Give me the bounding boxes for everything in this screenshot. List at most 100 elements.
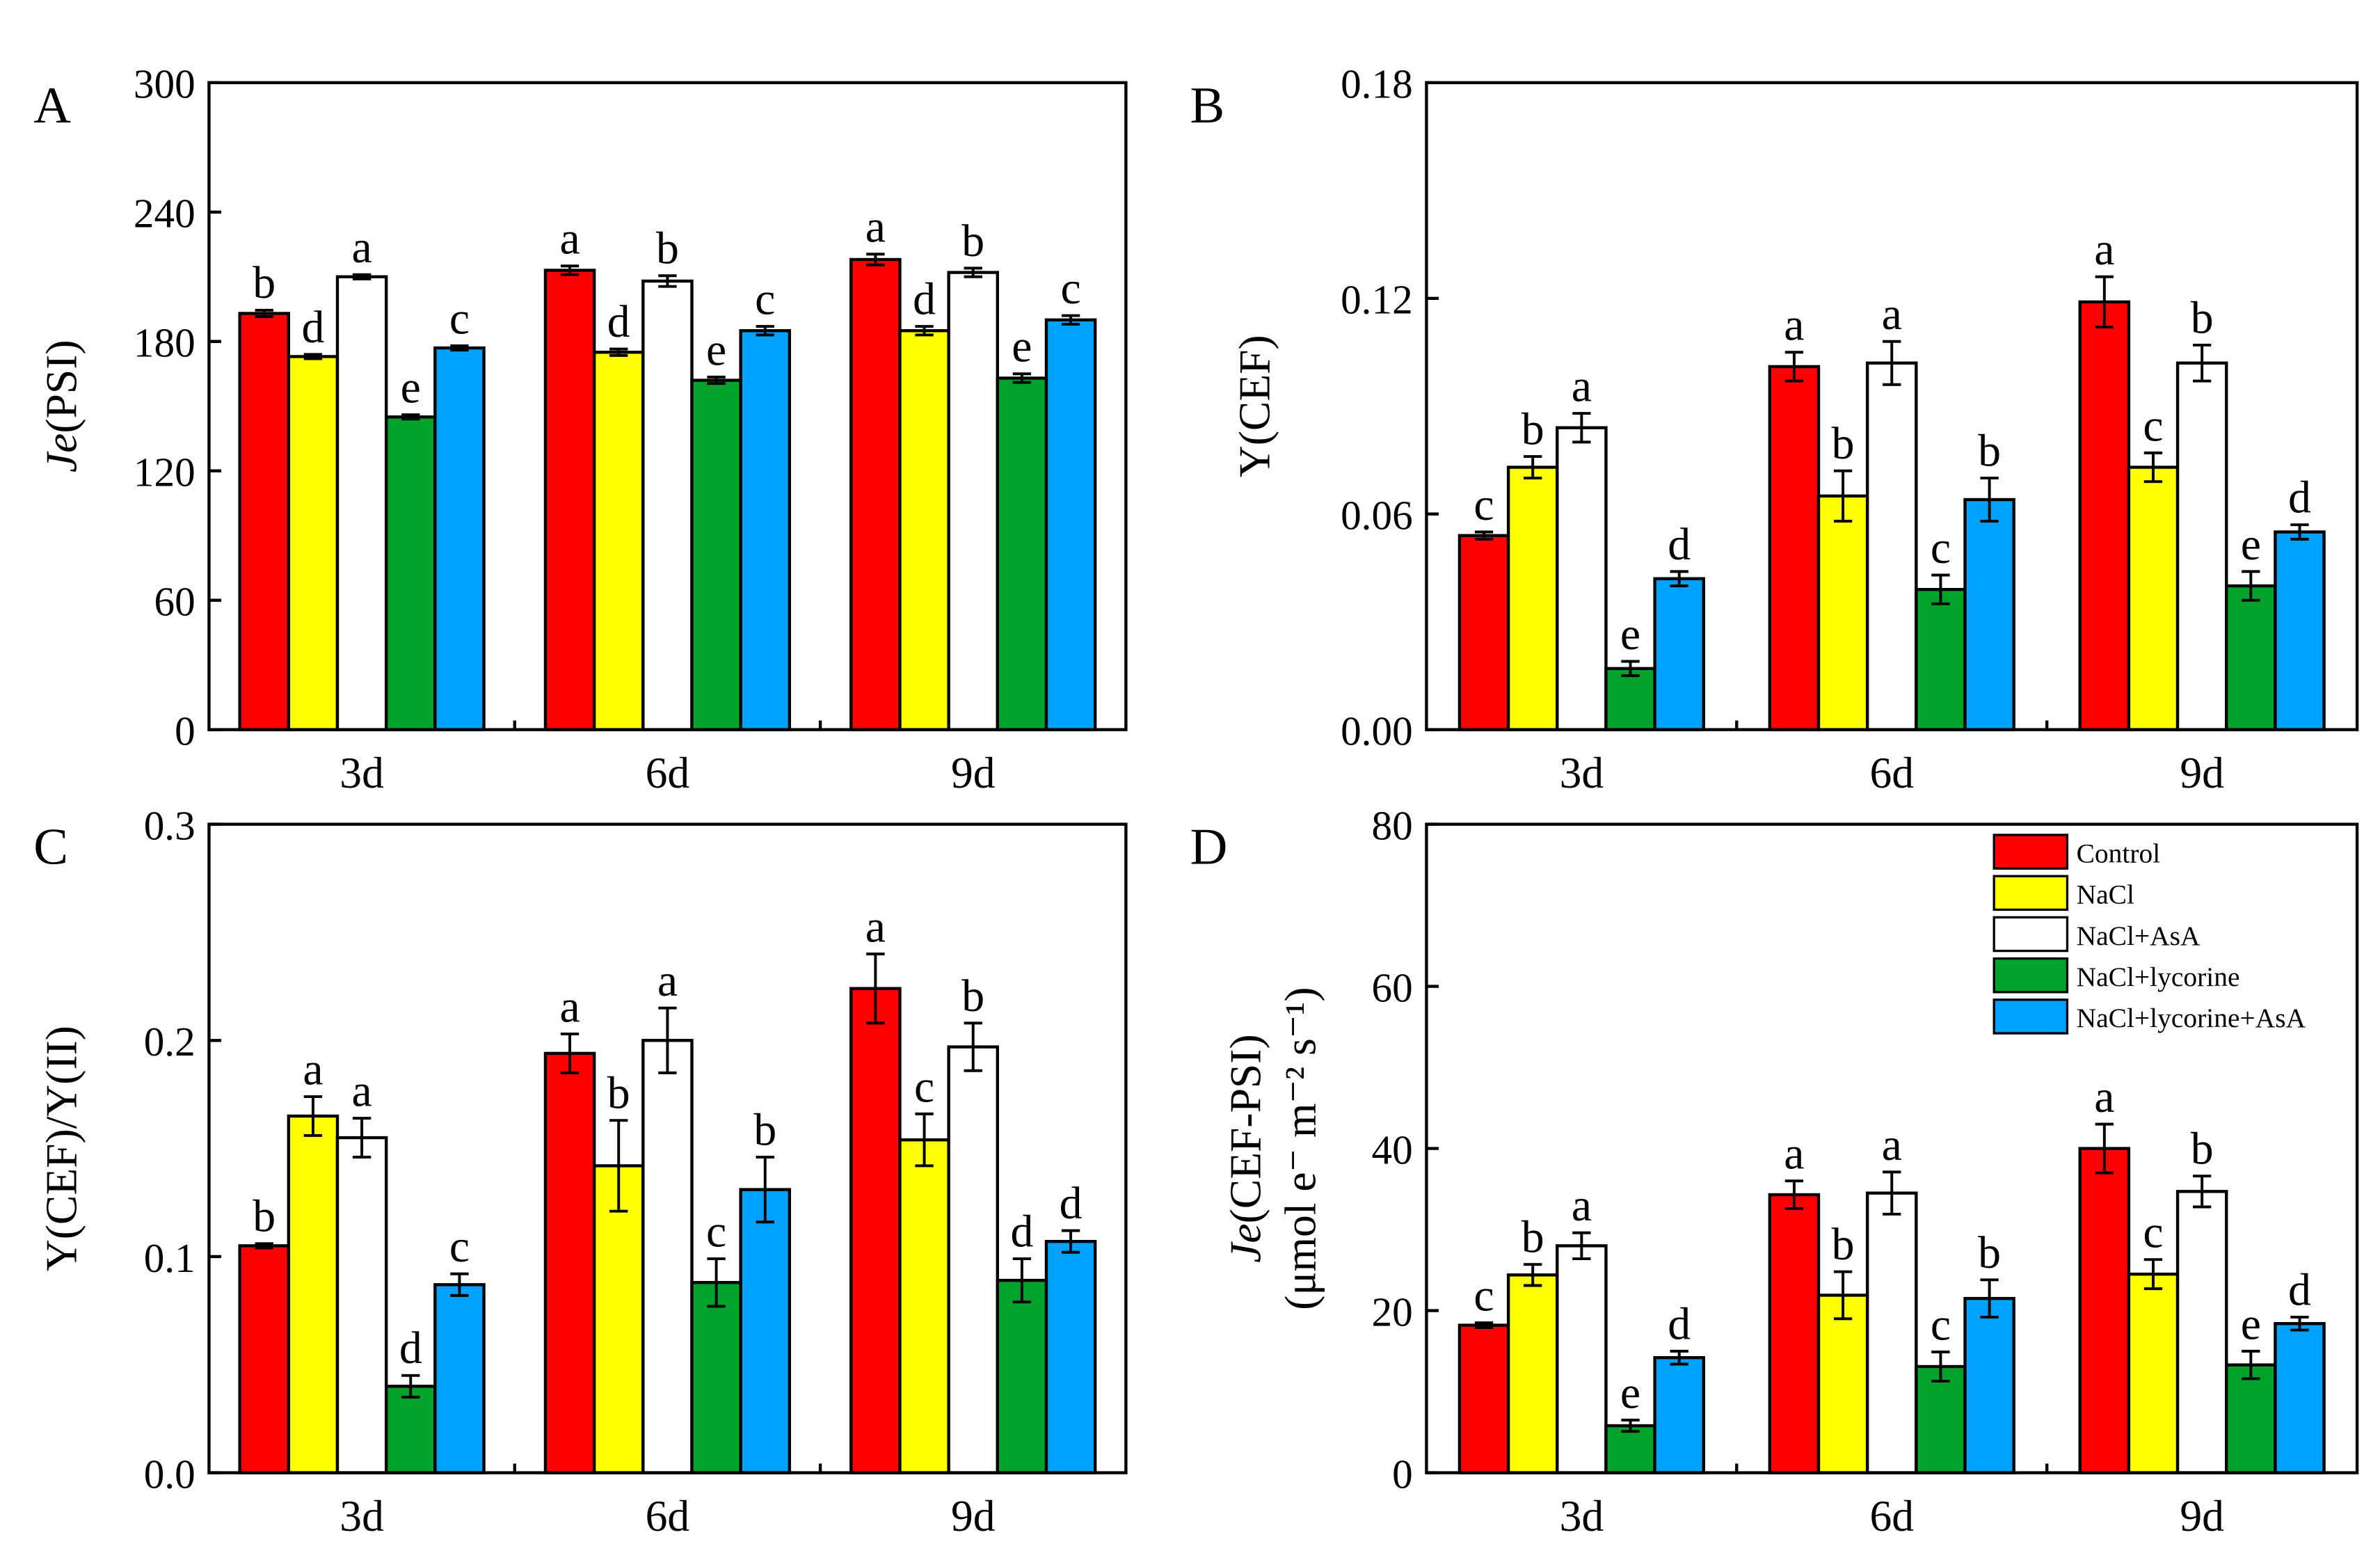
legend-swatch bbox=[1992, 875, 2069, 912]
bar bbox=[2225, 584, 2277, 731]
legend-swatch bbox=[1992, 916, 2069, 953]
bar bbox=[690, 379, 742, 731]
bar bbox=[592, 351, 645, 731]
significance-letter: a bbox=[2094, 224, 2114, 275]
significance-letter: e bbox=[2241, 519, 2261, 570]
legend-swatch bbox=[1992, 998, 2069, 1035]
significance-letter: c bbox=[1931, 523, 1951, 573]
y-label-text: Y(CEF)/Y(II) bbox=[37, 1026, 86, 1271]
bar bbox=[690, 1281, 742, 1474]
significance-letter: c bbox=[1473, 1271, 1494, 1321]
bar bbox=[641, 279, 694, 731]
significance-letter: b bbox=[2191, 292, 2214, 343]
significance-letter: b bbox=[253, 1191, 275, 1242]
bar bbox=[1865, 361, 1918, 731]
legend-label: NaCl+AsA bbox=[2077, 921, 2201, 951]
bar bbox=[1044, 318, 1097, 731]
x-tick-label: 3d bbox=[340, 1491, 384, 1541]
significance-letter: c bbox=[1473, 479, 1494, 530]
y-axis-label: Y(CEF)/Y(II) bbox=[37, 1026, 86, 1271]
significance-letter: d bbox=[607, 296, 630, 347]
bar bbox=[947, 271, 1000, 731]
bar bbox=[287, 355, 340, 731]
significance-letter: b bbox=[253, 257, 275, 308]
bar bbox=[1044, 1239, 1097, 1474]
significance-letter: d bbox=[2288, 472, 2311, 523]
bar bbox=[898, 329, 950, 731]
bar bbox=[384, 415, 437, 731]
significance-letter: b bbox=[1522, 404, 1544, 455]
bar bbox=[1457, 534, 1510, 731]
significance-letter: c bbox=[1931, 1299, 1951, 1350]
y-tick-label: 0.3 bbox=[144, 803, 195, 849]
significance-letter: e bbox=[2241, 1298, 2261, 1349]
bar bbox=[238, 312, 291, 731]
bar bbox=[335, 275, 388, 731]
bar bbox=[1506, 465, 1559, 731]
significance-letter: b bbox=[961, 971, 984, 1021]
bar bbox=[384, 1385, 437, 1474]
significance-letter: a bbox=[351, 1066, 372, 1117]
significance-letter: b bbox=[1832, 1219, 1855, 1270]
legend-label: NaCl+lycorine+AsA bbox=[2077, 1003, 2306, 1033]
x-tick-label: 9d bbox=[951, 748, 996, 797]
bar bbox=[2175, 361, 2228, 731]
significance-letter: b bbox=[1832, 418, 1855, 469]
bar bbox=[739, 329, 792, 731]
y-axis-label: Je(CEF-PSI) bbox=[1220, 1034, 1270, 1262]
significance-letter: e bbox=[1620, 1367, 1640, 1418]
y-tick-label: 0.00 bbox=[1341, 708, 1413, 754]
bar bbox=[1768, 365, 1821, 731]
significance-letter: b bbox=[656, 223, 679, 274]
significance-letter: a bbox=[559, 981, 580, 1032]
bar bbox=[1963, 498, 2015, 731]
bar bbox=[1865, 1191, 1918, 1474]
y-tick-label: 20 bbox=[1371, 1289, 1412, 1335]
bar bbox=[1604, 667, 1656, 731]
y-tick-label: 80 bbox=[1371, 803, 1412, 849]
x-tick-label: 3d bbox=[340, 748, 384, 797]
significance-letter: b bbox=[2191, 1124, 2214, 1175]
significance-letter: e bbox=[1620, 609, 1640, 660]
plot-frame bbox=[207, 81, 1128, 731]
y-tick-label: 0.1 bbox=[144, 1235, 195, 1281]
y-tick-label: 0.2 bbox=[144, 1019, 195, 1065]
legend-label: NaCl bbox=[2077, 880, 2134, 910]
significance-letter: a bbox=[559, 214, 580, 264]
y-axis-label: Y(CEF) bbox=[1230, 335, 1279, 477]
significance-letter: b bbox=[1522, 1212, 1544, 1263]
bar bbox=[849, 257, 902, 731]
significance-letter: b bbox=[961, 216, 984, 266]
y-tick-label: 120 bbox=[134, 449, 195, 495]
bar bbox=[2274, 530, 2326, 731]
significance-letter: e bbox=[706, 324, 726, 375]
significance-letter: b bbox=[753, 1104, 776, 1155]
significance-letter: d bbox=[1010, 1206, 1033, 1257]
significance-letter: d bbox=[913, 274, 936, 325]
y-label-text: (PSI) bbox=[37, 340, 86, 433]
bar bbox=[947, 1045, 1000, 1474]
bar bbox=[433, 1283, 486, 1474]
significance-letter: b bbox=[1978, 425, 2001, 476]
significance-letter: a bbox=[1572, 1180, 1592, 1231]
panel-B: cbaed3dabacb6dacbed9d0.000.060.120.18BY(… bbox=[1190, 61, 2359, 797]
significance-letter: a bbox=[1882, 1120, 1902, 1170]
panel-label: A bbox=[33, 77, 71, 134]
significance-letter: d bbox=[2288, 1264, 2311, 1315]
legend-swatch bbox=[1992, 957, 2069, 994]
bar bbox=[1963, 1296, 2015, 1474]
bar bbox=[2175, 1190, 2228, 1474]
bar bbox=[996, 376, 1048, 731]
panel-A: bdaec3dadbec6dadbec9d060120180240300AJe(… bbox=[33, 61, 1128, 797]
significance-letter: d bbox=[1668, 519, 1691, 570]
significance-letter: a bbox=[303, 1044, 323, 1095]
plot-frame bbox=[1425, 81, 2359, 731]
significance-letter: a bbox=[865, 202, 886, 253]
bar bbox=[1604, 1424, 1656, 1474]
significance-letter: a bbox=[1882, 289, 1902, 340]
bar bbox=[287, 1114, 340, 1474]
significance-letter: a bbox=[1784, 300, 1804, 351]
significance-letter: a bbox=[865, 901, 886, 952]
significance-letter: c bbox=[2143, 400, 2163, 451]
